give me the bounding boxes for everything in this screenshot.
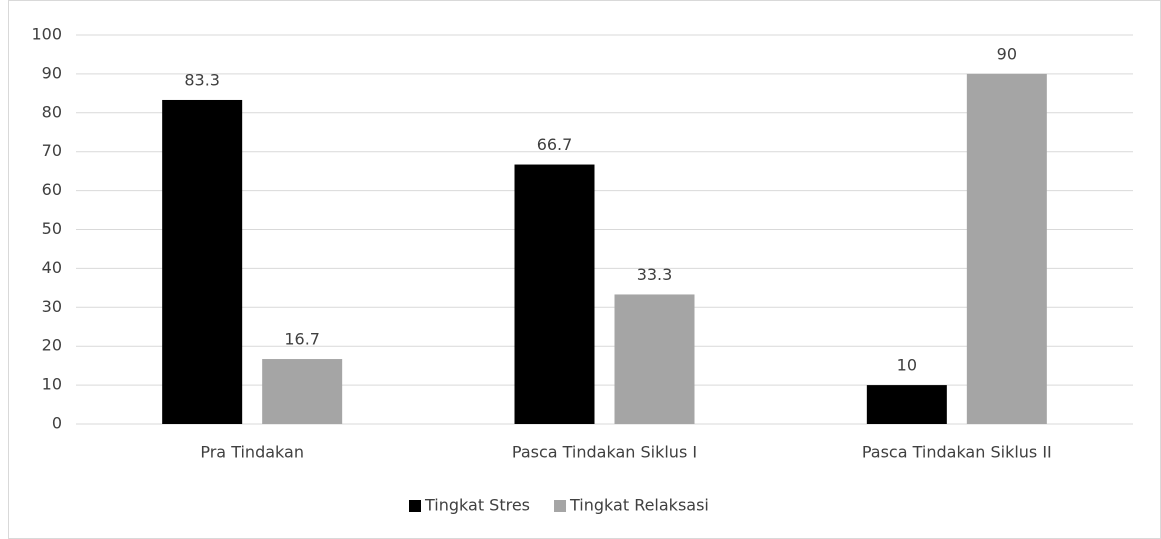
legend-swatch [554,500,567,512]
x-tick-label: Pra Tindakan [200,443,304,462]
data-label: 83.3 [184,70,220,89]
x-tick-label: Pasca Tindakan Siklus II [862,443,1052,462]
y-tick-label: 80 [42,102,62,121]
y-tick-label: 50 [42,219,62,238]
y-tick-label: 70 [42,141,62,160]
data-label: 90 [997,44,1017,63]
bar [162,99,243,424]
y-tick-label: 0 [52,414,62,433]
data-label: 16.7 [284,330,320,349]
data-label: 10 [897,356,917,375]
legend-label: Tingkat Relaksasi [569,496,709,515]
y-tick-label: 60 [42,180,62,199]
bar [614,294,695,424]
y-tick-label: 100 [31,25,62,44]
legend-swatch [409,500,421,512]
bar [866,385,947,424]
legend-label: Tingkat Stres [424,496,530,515]
data-label: 66.7 [537,135,573,154]
y-tick-label: 90 [42,63,62,82]
y-tick-label: 20 [42,336,62,355]
bar [514,164,595,425]
bar [966,73,1047,425]
y-tick-label: 40 [42,258,62,277]
y-tick-label: 30 [42,297,62,316]
y-tick-label: 10 [42,375,62,394]
bar [262,359,343,424]
data-label: 33.3 [637,265,673,284]
x-tick-label: Pasca Tindakan Siklus I [512,443,697,462]
